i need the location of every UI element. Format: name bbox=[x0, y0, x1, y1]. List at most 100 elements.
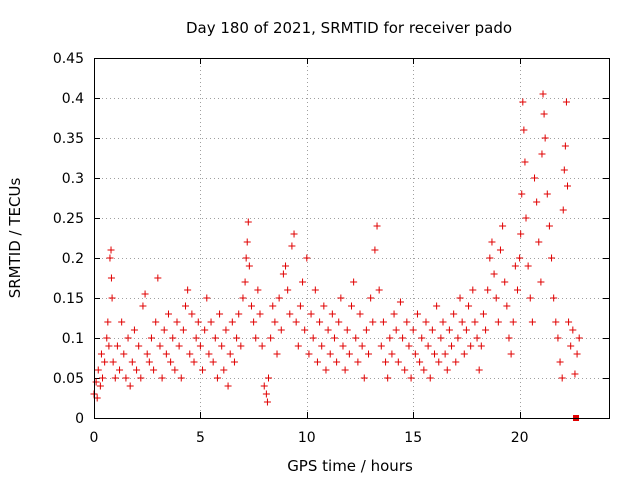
data-point bbox=[109, 358, 117, 366]
data-point bbox=[226, 350, 234, 358]
data-point bbox=[540, 110, 548, 118]
data-point bbox=[362, 326, 370, 334]
data-point bbox=[107, 246, 115, 254]
data-point bbox=[550, 294, 558, 302]
data-point bbox=[324, 326, 332, 334]
data-point bbox=[126, 382, 134, 390]
data-point bbox=[494, 318, 502, 326]
data-point bbox=[171, 366, 179, 374]
data-point bbox=[139, 302, 147, 310]
chart-title: Day 180 of 2021, SRMTID for receiver pad… bbox=[186, 19, 512, 37]
data-point bbox=[162, 350, 170, 358]
data-point bbox=[501, 278, 509, 286]
data-point bbox=[279, 270, 287, 278]
data-point bbox=[386, 334, 394, 342]
y-tick-label: 0.2 bbox=[62, 251, 84, 267]
data-point bbox=[401, 366, 409, 374]
data-point bbox=[275, 294, 283, 302]
data-point bbox=[137, 374, 145, 382]
data-point bbox=[237, 342, 245, 350]
data-point bbox=[439, 318, 447, 326]
data-point bbox=[482, 326, 490, 334]
data-point bbox=[409, 326, 417, 334]
data-point bbox=[92, 378, 100, 386]
data-point bbox=[377, 342, 385, 350]
data-point bbox=[475, 366, 483, 374]
data-point bbox=[244, 218, 252, 226]
data-point bbox=[571, 370, 579, 378]
data-point bbox=[184, 286, 192, 294]
data-point bbox=[247, 302, 255, 310]
y-tick-label: 0.1 bbox=[62, 331, 84, 347]
data-point bbox=[245, 262, 253, 270]
data-point bbox=[230, 358, 238, 366]
data-point bbox=[239, 294, 247, 302]
data-point bbox=[235, 310, 243, 318]
data-point bbox=[211, 334, 219, 342]
data-point bbox=[356, 310, 364, 318]
data-point bbox=[513, 286, 521, 294]
y-tick-label: 0.25 bbox=[53, 211, 84, 227]
data-point bbox=[569, 326, 577, 334]
data-point bbox=[554, 334, 562, 342]
data-point bbox=[241, 278, 249, 286]
data-point bbox=[390, 310, 398, 318]
data-point bbox=[382, 358, 390, 366]
data-point bbox=[538, 150, 546, 158]
data-point bbox=[192, 334, 200, 342]
data-point bbox=[524, 262, 532, 270]
data-point bbox=[267, 334, 275, 342]
data-point bbox=[486, 254, 494, 262]
data-point bbox=[188, 310, 196, 318]
data-point bbox=[141, 290, 149, 298]
data-point bbox=[473, 334, 481, 342]
data-point bbox=[396, 298, 404, 306]
data-point bbox=[118, 318, 126, 326]
data-point bbox=[250, 318, 258, 326]
data-point bbox=[556, 358, 564, 366]
data-point bbox=[519, 98, 527, 106]
data-point bbox=[106, 254, 114, 262]
data-point bbox=[294, 342, 302, 350]
data-point bbox=[518, 190, 526, 198]
data-point bbox=[186, 350, 194, 358]
data-point bbox=[330, 334, 338, 342]
data-point bbox=[265, 374, 273, 382]
data-point bbox=[177, 374, 185, 382]
data-point bbox=[258, 342, 266, 350]
data-point bbox=[367, 294, 375, 302]
data-point bbox=[256, 310, 264, 318]
data-point bbox=[503, 302, 511, 310]
data-point bbox=[521, 158, 529, 166]
data-point bbox=[104, 318, 112, 326]
data-point bbox=[99, 374, 107, 382]
data-point bbox=[303, 254, 311, 262]
data-point bbox=[541, 134, 549, 142]
y-tick-label: 0.3 bbox=[62, 171, 84, 187]
data-point bbox=[154, 274, 162, 282]
data-point bbox=[575, 334, 583, 342]
data-point bbox=[426, 374, 434, 382]
data-point bbox=[96, 382, 104, 390]
data-point bbox=[190, 358, 198, 366]
data-point bbox=[135, 342, 143, 350]
data-point bbox=[339, 342, 347, 350]
data-point bbox=[207, 318, 215, 326]
y-tick-label: 0.05 bbox=[53, 371, 84, 387]
data-point bbox=[350, 278, 358, 286]
data-point bbox=[328, 310, 336, 318]
data-point bbox=[430, 350, 438, 358]
y-tick-label: 0.35 bbox=[53, 131, 84, 147]
data-point bbox=[533, 198, 541, 206]
data-point bbox=[309, 334, 317, 342]
data-point bbox=[271, 318, 279, 326]
data-point bbox=[437, 334, 445, 342]
x-axis-label: GPS time / hours bbox=[287, 457, 413, 475]
data-point bbox=[290, 230, 298, 238]
data-point bbox=[260, 382, 268, 390]
data-point bbox=[531, 174, 539, 182]
x-tick-label: 5 bbox=[196, 430, 205, 446]
data-point bbox=[94, 366, 102, 374]
data-point bbox=[282, 262, 290, 270]
data-point bbox=[147, 334, 155, 342]
